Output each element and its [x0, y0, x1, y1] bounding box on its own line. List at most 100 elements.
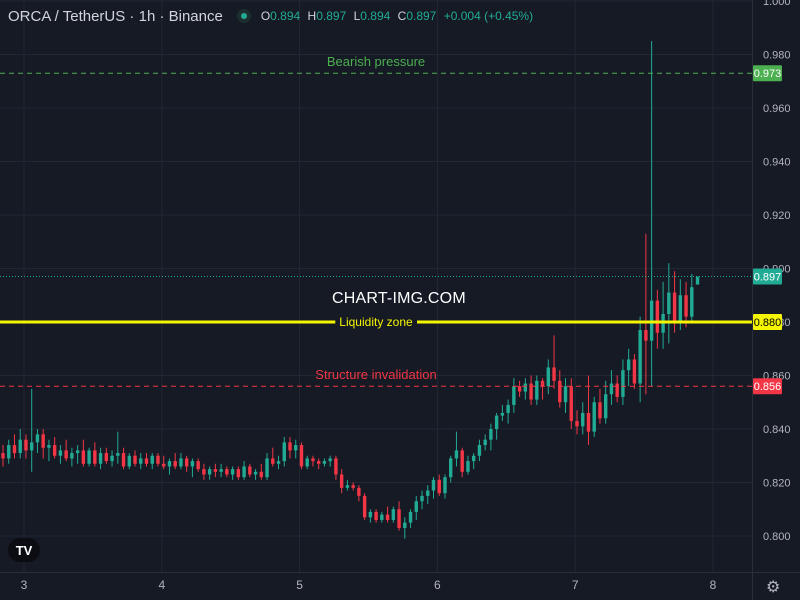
tradingview-logo[interactable]: TV	[8, 538, 40, 562]
candle-body	[437, 479, 441, 494]
candle-body	[454, 450, 459, 459]
candle-body	[523, 383, 528, 392]
candle-body	[604, 394, 608, 419]
symbol-title[interactable]: ORCA / TetherUS · 1h · Binance	[8, 7, 223, 25]
low-value: 0.894	[360, 9, 391, 23]
y-tick-label: 0.980	[763, 50, 791, 62]
candle-body	[242, 466, 246, 478]
ohlc-readout: O0.894 H0.897 L0.894 C0.897 +0.004 (+0.4…	[261, 9, 533, 23]
y-tick-label: 1.000	[763, 0, 791, 8]
chart-header: ORCA / TetherUS · 1h · Binance O0.894 H0…	[8, 6, 533, 26]
open-label: O	[260, 9, 271, 23]
candle-body	[184, 458, 189, 467]
candle-body	[35, 434, 40, 443]
bearish-pressure-price-tag-bg	[753, 65, 782, 82]
candle-body	[471, 455, 476, 462]
liquidity-label-backdrop	[335, 320, 418, 324]
candle-body	[47, 445, 51, 448]
candle-body	[207, 469, 212, 475]
candle-body	[52, 445, 57, 456]
candle-body	[12, 445, 17, 454]
candle-body	[374, 511, 378, 520]
candle-body	[408, 511, 413, 523]
candle-body	[362, 495, 367, 518]
candle-body	[75, 450, 80, 454]
candle-body	[380, 514, 384, 520]
candle-body	[385, 514, 390, 520]
low-label: L	[353, 9, 361, 23]
candle-body	[24, 439, 28, 451]
candle-body	[351, 485, 355, 488]
candle-body	[586, 412, 591, 432]
candle-body	[219, 469, 223, 472]
high-label: H	[307, 9, 317, 23]
candle-body	[139, 458, 143, 464]
candle-body	[581, 412, 585, 427]
candle-body	[626, 359, 631, 371]
candle-body	[512, 386, 516, 405]
candle-body	[64, 450, 68, 459]
candle-body	[644, 330, 648, 341]
liquidity-zone-price-tag-bg	[753, 314, 782, 330]
candle-body	[265, 458, 269, 478]
close-value: 0.897	[406, 9, 437, 23]
candle-body	[133, 455, 137, 464]
candle-body	[449, 458, 453, 478]
bearish-pressure-price-tag: 0.973	[754, 68, 782, 80]
candle-body	[70, 453, 74, 459]
candle-body	[156, 455, 160, 464]
x-tick-label: 4	[158, 578, 165, 592]
candle-body	[477, 445, 482, 456]
candle-body	[98, 453, 103, 464]
last-price-tag-bg	[753, 268, 782, 285]
candle-body	[609, 383, 614, 395]
candle-body	[552, 367, 556, 381]
candle-body	[121, 453, 126, 467]
candle-body	[431, 479, 436, 491]
y-tick-label: 0.920	[763, 210, 791, 222]
candle-body	[190, 461, 195, 467]
candle-body	[632, 359, 637, 384]
gear-icon[interactable]: ⚙	[766, 579, 781, 596]
candle-body	[213, 469, 218, 472]
last-price-tag: 0.897	[754, 272, 782, 284]
candle-body	[575, 420, 579, 427]
candle-body	[116, 453, 120, 456]
candle-body	[546, 367, 550, 387]
y-tick-label: 0.960	[763, 103, 791, 115]
candle-body	[276, 461, 281, 464]
candle-body	[1, 453, 5, 459]
structure-invalidation-price-tag-bg	[753, 378, 782, 395]
candle-body	[592, 402, 596, 432]
candle-body	[598, 402, 602, 419]
y-tick-label: 0.840	[763, 424, 791, 436]
candle-body	[414, 501, 418, 512]
candle-body	[339, 474, 344, 488]
close-label: C	[397, 9, 407, 23]
open-value: 0.894	[270, 9, 301, 23]
candle-body	[248, 466, 252, 475]
candle-body	[357, 487, 361, 496]
candle-body	[317, 461, 321, 464]
candle-body	[569, 386, 573, 421]
candle-body	[500, 412, 505, 416]
candle-body	[403, 522, 407, 528]
candle-body	[667, 292, 671, 314]
high-value: 0.897	[316, 9, 347, 23]
candle-body	[345, 485, 350, 488]
candle-body	[104, 453, 109, 462]
liquidity-zone-price-tag: 0.880	[754, 317, 782, 329]
candle-body	[529, 383, 533, 400]
candle-body	[253, 471, 258, 475]
candle-body	[638, 330, 642, 384]
candle-body	[672, 292, 677, 322]
candle-body	[443, 477, 447, 494]
candle-body	[127, 455, 131, 467]
candle-body	[110, 455, 114, 462]
market-status-icon	[236, 9, 251, 23]
candle-body	[87, 450, 91, 464]
candle-body	[179, 458, 183, 467]
y-tick-label: 0.800	[763, 531, 791, 543]
candle-body	[678, 295, 683, 322]
